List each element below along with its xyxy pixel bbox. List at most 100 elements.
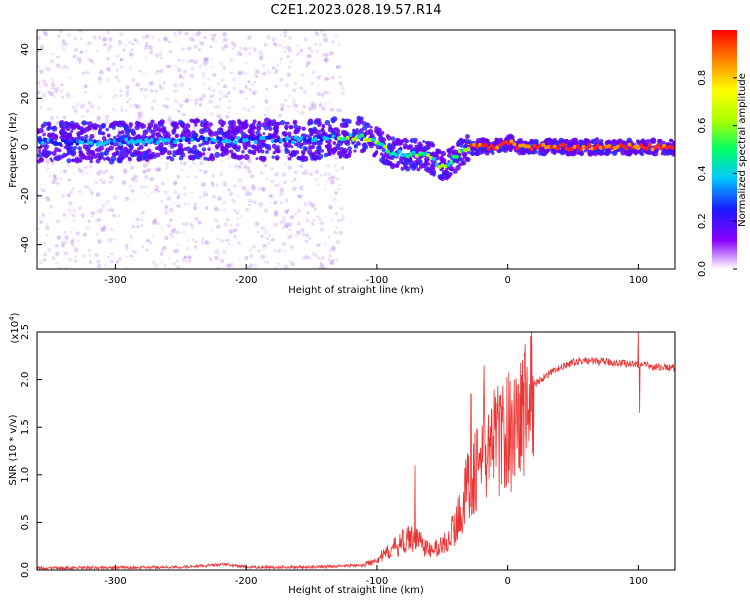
noise-dot <box>179 103 184 108</box>
band-dot <box>66 122 71 126</box>
noise-dot <box>125 93 129 98</box>
noise-dot <box>63 64 68 69</box>
noise-dot <box>107 67 111 70</box>
band-dot <box>70 129 74 133</box>
noise-dot <box>87 100 92 105</box>
noise-dot <box>243 46 248 52</box>
noise-dot <box>165 64 170 69</box>
noise-dot <box>72 54 77 59</box>
noise-dot <box>131 42 135 46</box>
noise-dot <box>219 159 223 163</box>
band-dot <box>611 139 617 145</box>
noise-dot <box>320 92 325 97</box>
band-dot <box>38 127 44 134</box>
noise-dot <box>230 41 235 45</box>
noise-dot <box>227 263 232 268</box>
noise-dot <box>148 45 153 50</box>
band-dot <box>81 128 87 134</box>
noise-dot <box>139 110 143 115</box>
noise-dot <box>339 206 344 212</box>
noise-dot <box>223 94 227 98</box>
noise-dot <box>46 222 50 226</box>
noise-dot <box>140 184 144 189</box>
noise-dot <box>151 220 157 225</box>
band-dot <box>227 124 234 131</box>
noise-dot <box>161 226 164 229</box>
noise-dot <box>326 73 330 76</box>
noise-dot <box>232 228 238 233</box>
band-dot <box>302 155 309 162</box>
noise-dot <box>245 188 250 194</box>
noise-dot <box>178 75 183 79</box>
noise-dot <box>219 115 223 119</box>
noise-dot <box>338 230 343 235</box>
noise-dot <box>306 172 310 176</box>
ridge-dot <box>267 135 272 140</box>
noise-dot <box>92 62 95 65</box>
band-dot <box>237 127 244 134</box>
noise-dot <box>163 37 169 42</box>
band-dot <box>271 155 275 159</box>
noise-dot <box>113 238 116 241</box>
noise-dot <box>78 61 82 64</box>
noise-dot <box>122 48 126 52</box>
noise-dot <box>149 176 154 182</box>
noise-dot <box>78 169 83 174</box>
band-dot <box>369 134 373 138</box>
noise-dot <box>325 76 330 81</box>
band-dot <box>404 165 408 169</box>
y-tick-label: -40 <box>20 236 31 252</box>
noise-dot <box>313 178 317 182</box>
band-dot <box>298 156 303 161</box>
band-dot <box>192 144 198 150</box>
band-dot <box>265 150 269 154</box>
noise-dot <box>266 35 271 40</box>
noise-dot <box>153 217 158 222</box>
noise-dot <box>236 217 240 220</box>
noise-dot <box>108 44 113 49</box>
noise-dot <box>128 103 133 108</box>
band-dot <box>42 132 46 137</box>
noise-dot <box>263 42 268 47</box>
band-dot <box>273 129 279 135</box>
noise-dot <box>289 45 292 49</box>
noise-dot <box>215 183 219 187</box>
noise-dot <box>260 234 264 238</box>
noise-dot <box>82 71 86 75</box>
ridge-dot <box>406 154 411 159</box>
noise-dot <box>71 166 74 169</box>
colorbar-tick-label: 0.2 <box>697 213 708 229</box>
band-dot <box>419 159 423 163</box>
noise-dot <box>64 266 68 269</box>
noise-dot <box>39 106 42 110</box>
noise-dot <box>247 198 252 203</box>
noise-dot <box>194 216 199 221</box>
noise-dot <box>288 36 292 40</box>
noise-dot <box>304 168 309 173</box>
noise-dot <box>283 249 287 253</box>
noise-dot <box>102 170 106 175</box>
ridge-dot <box>293 135 298 140</box>
noise-dot <box>201 93 207 99</box>
band-dot <box>272 134 276 138</box>
noise-dot <box>338 184 341 187</box>
noise-dot <box>186 59 191 64</box>
noise-dot <box>168 40 172 44</box>
ridge-dot <box>196 138 201 143</box>
band-dot <box>231 128 237 134</box>
noise-dot <box>129 234 132 238</box>
noise-dot <box>224 263 230 269</box>
noise-dot <box>186 246 190 251</box>
band-dot <box>338 155 343 159</box>
noise-dot <box>96 171 101 176</box>
band-dot <box>66 158 72 164</box>
noise-dot <box>331 197 337 202</box>
ridge-dot <box>233 140 238 145</box>
noise-dot <box>119 89 123 93</box>
snr-y-label: SNR (10 * v/v) <box>8 414 19 485</box>
noise-dot <box>51 83 56 88</box>
noise-dot <box>106 47 111 52</box>
noise-dot <box>251 105 255 109</box>
ridge-dot <box>480 143 485 148</box>
noise-dot <box>204 241 209 246</box>
